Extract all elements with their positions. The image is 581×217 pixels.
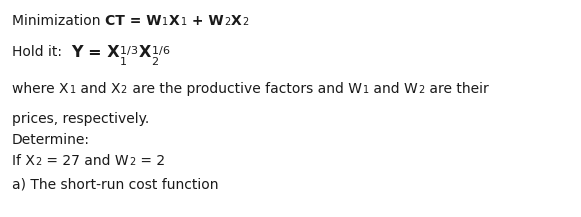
Text: $_2$: $_2$ <box>35 154 42 168</box>
Text: are the productive factors and W: are the productive factors and W <box>128 82 362 96</box>
Text: $_2^{1/6}$: $_2^{1/6}$ <box>151 45 170 69</box>
Text: are their: are their <box>425 82 489 96</box>
Text: $_1$: $_1$ <box>162 14 168 28</box>
Text: = 27 and W: = 27 and W <box>42 154 129 168</box>
Text: X: X <box>231 14 242 28</box>
Text: Y = X: Y = X <box>71 45 119 60</box>
Text: If X: If X <box>12 154 35 168</box>
Text: $_2$: $_2$ <box>224 14 231 28</box>
Text: $_2$: $_2$ <box>418 82 425 96</box>
Text: CT = W: CT = W <box>105 14 162 28</box>
Text: $_1$: $_1$ <box>180 14 187 28</box>
Text: $_2$: $_2$ <box>120 82 128 96</box>
Text: and W: and W <box>369 82 418 96</box>
Text: Minimization: Minimization <box>12 14 105 28</box>
Text: $_2$: $_2$ <box>129 154 136 168</box>
Text: $_1$: $_1$ <box>69 82 76 96</box>
Text: Hold it:: Hold it: <box>12 45 71 59</box>
Text: $_1^{1/3}$: $_1^{1/3}$ <box>119 45 138 69</box>
Text: $_2$: $_2$ <box>242 14 249 28</box>
Text: where X: where X <box>12 82 69 96</box>
Text: X: X <box>138 45 151 60</box>
Text: + W: + W <box>187 14 224 28</box>
Text: X: X <box>168 14 180 28</box>
Text: = 2: = 2 <box>136 154 166 168</box>
Text: Determine:: Determine: <box>12 133 90 147</box>
Text: and X: and X <box>76 82 120 96</box>
Text: prices, respectively.: prices, respectively. <box>12 112 149 126</box>
Text: a) The short-run cost function: a) The short-run cost function <box>12 177 218 191</box>
Text: $_1$: $_1$ <box>362 82 369 96</box>
